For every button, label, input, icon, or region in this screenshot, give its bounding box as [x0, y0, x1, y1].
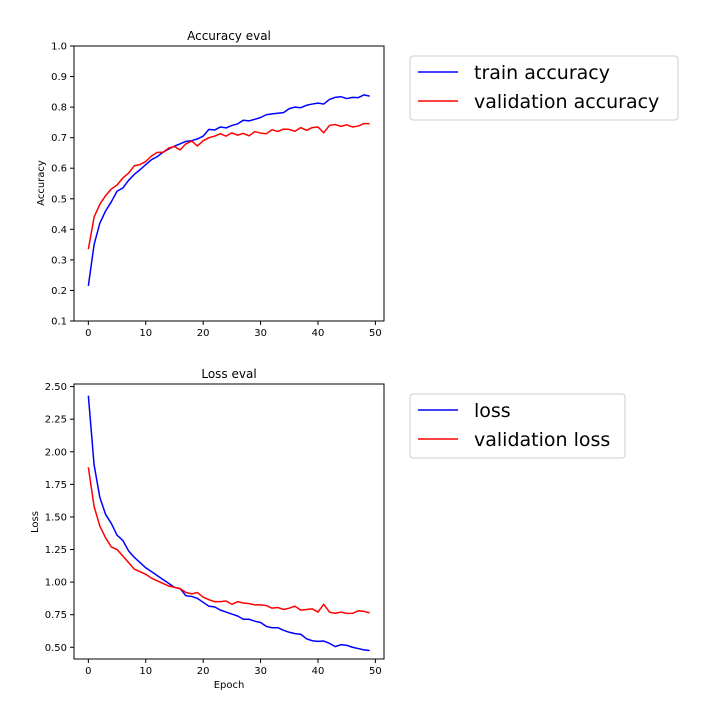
legend-label-train-accuracy: train accuracy	[474, 62, 610, 84]
chart-title: Loss eval	[201, 367, 256, 381]
y-tick-label: 0.8	[51, 103, 67, 114]
legend-label-validation-accuracy: validation accuracy	[474, 91, 659, 113]
y-tick-label: 0.9	[51, 72, 67, 83]
y-tick-label: 0.1	[51, 317, 67, 328]
y-tick-label: 2.50	[45, 382, 67, 393]
x-tick-label: 40	[312, 328, 325, 339]
y-axis-label: Accuracy	[36, 160, 47, 206]
axis-ticks: 0 10 20 30 40 50 0.50 0.75 1.00 1.25 1.50 1.75 2.00 2…	[45, 382, 382, 677]
legend-box	[409, 55, 679, 121]
x-tick-label: 10	[139, 328, 152, 339]
y-tick-label: 1.75	[45, 480, 67, 491]
legend-box	[409, 393, 626, 459]
series-line-train-accuracy	[87, 94, 370, 286]
plot-frame	[73, 45, 385, 322]
plot-lines	[87, 395, 370, 652]
axis-ticks: 0 10 20 30 40 50 0.1 0.2 0.3 0.4 0.5 0.6 0.7 0.8 0.9 1.…	[51, 42, 382, 340]
y-tick-label: 1.0	[51, 42, 67, 53]
x-tick-label: 30	[254, 328, 267, 339]
y-tick-label: 1.00	[45, 578, 67, 589]
y-tick-label: 2.00	[45, 447, 67, 458]
series-line-validation-accuracy	[87, 122, 370, 250]
y-tick-label: 0.75	[45, 610, 67, 621]
x-tick-label: 10	[139, 666, 152, 677]
x-tick-label: 30	[254, 666, 267, 677]
x-tick-label: 0	[85, 328, 91, 339]
legend: loss validation loss	[409, 393, 626, 459]
series-line-loss	[87, 395, 370, 652]
x-axis-label: Epoch	[214, 680, 245, 691]
y-tick-label: 0.2	[51, 286, 67, 297]
y-tick-label: 0.5	[51, 194, 67, 205]
plot-frame	[73, 383, 385, 660]
x-tick-label: 20	[197, 328, 210, 339]
x-tick-label: 20	[197, 666, 210, 677]
y-tick-label: 1.50	[45, 512, 67, 523]
y-tick-label: 0.3	[51, 255, 67, 266]
x-tick-label: 40	[312, 666, 325, 677]
series-line-validation-loss	[87, 467, 370, 615]
y-tick-label: 0.4	[51, 225, 67, 236]
y-axis-label: Loss	[30, 511, 41, 533]
y-tick-label: 2.25	[45, 415, 67, 426]
x-tick-label: 50	[369, 666, 382, 677]
loss-chart: Loss eval Loss Epoch 0 10 20 30 40 50 0.50 0.75…	[30, 367, 626, 691]
x-tick-label: 50	[369, 328, 382, 339]
y-tick-label: 0.6	[51, 164, 67, 175]
legend: train accuracy validation accuracy	[409, 55, 679, 121]
legend-label-loss: loss	[474, 400, 511, 422]
y-tick-label: 0.50	[45, 643, 67, 654]
chart-title: Accuracy eval	[187, 29, 271, 43]
x-tick-label: 0	[85, 666, 91, 677]
plot-lines	[87, 94, 370, 286]
y-tick-label: 0.7	[51, 133, 67, 144]
accuracy-chart: Accuracy eval Accuracy 0 10 20 30 40 50 0.1 0.2…	[36, 29, 679, 340]
legend-label-validation-loss: validation loss	[474, 429, 610, 451]
y-tick-label: 1.25	[45, 545, 67, 556]
